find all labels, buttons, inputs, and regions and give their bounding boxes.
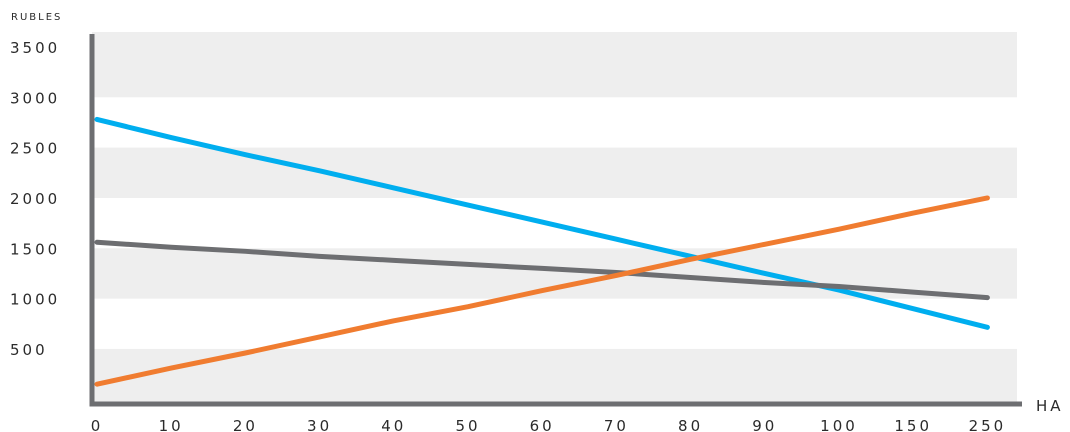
series-line-1 — [94, 116, 990, 330]
y-tick-label: 2000 — [10, 190, 60, 208]
grid-bands — [92, 32, 1017, 404]
grid-band — [92, 348, 1017, 404]
x-tick-label: 30 — [307, 417, 332, 432]
grid-band — [92, 32, 1017, 98]
x-tick-label: 90 — [752, 417, 777, 432]
y-tick-label: 500 — [10, 341, 48, 359]
x-tick-label: 0 — [91, 417, 104, 432]
x-axis-unit-label: HA — [1036, 397, 1064, 415]
series-group — [94, 116, 990, 387]
series-line-2 — [94, 239, 990, 301]
y-axis-unit-label: RUBLES — [11, 12, 62, 23]
series-line-3 — [94, 195, 990, 387]
x-tick-label: 100 — [820, 417, 858, 432]
y-tick-labels: 500 1000 1500 2000 2500 3000 3500 — [10, 39, 60, 359]
x-tick-label: 80 — [678, 417, 703, 432]
x-tick-label: 150 — [894, 417, 932, 432]
y-tick-label: 1500 — [10, 240, 60, 258]
x-tick-label: 20 — [233, 417, 258, 432]
y-tick-label: 2500 — [10, 140, 60, 158]
y-tick-label: 3000 — [10, 89, 60, 107]
x-tick-labels: 0 10 20 30 40 50 60 70 80 90 100 150 250 — [91, 417, 1007, 432]
grid-band — [92, 147, 1017, 198]
x-tick-label: 70 — [604, 417, 629, 432]
x-tick-label: 60 — [530, 417, 555, 432]
x-tick-label: 50 — [455, 417, 480, 432]
y-tick-label: 3500 — [10, 39, 60, 57]
axes — [89, 34, 1022, 407]
x-tick-label: 40 — [381, 417, 406, 432]
x-tick-label: 10 — [159, 417, 184, 432]
x-tick-label: 250 — [969, 417, 1007, 432]
y-tick-label: 1000 — [10, 291, 60, 309]
